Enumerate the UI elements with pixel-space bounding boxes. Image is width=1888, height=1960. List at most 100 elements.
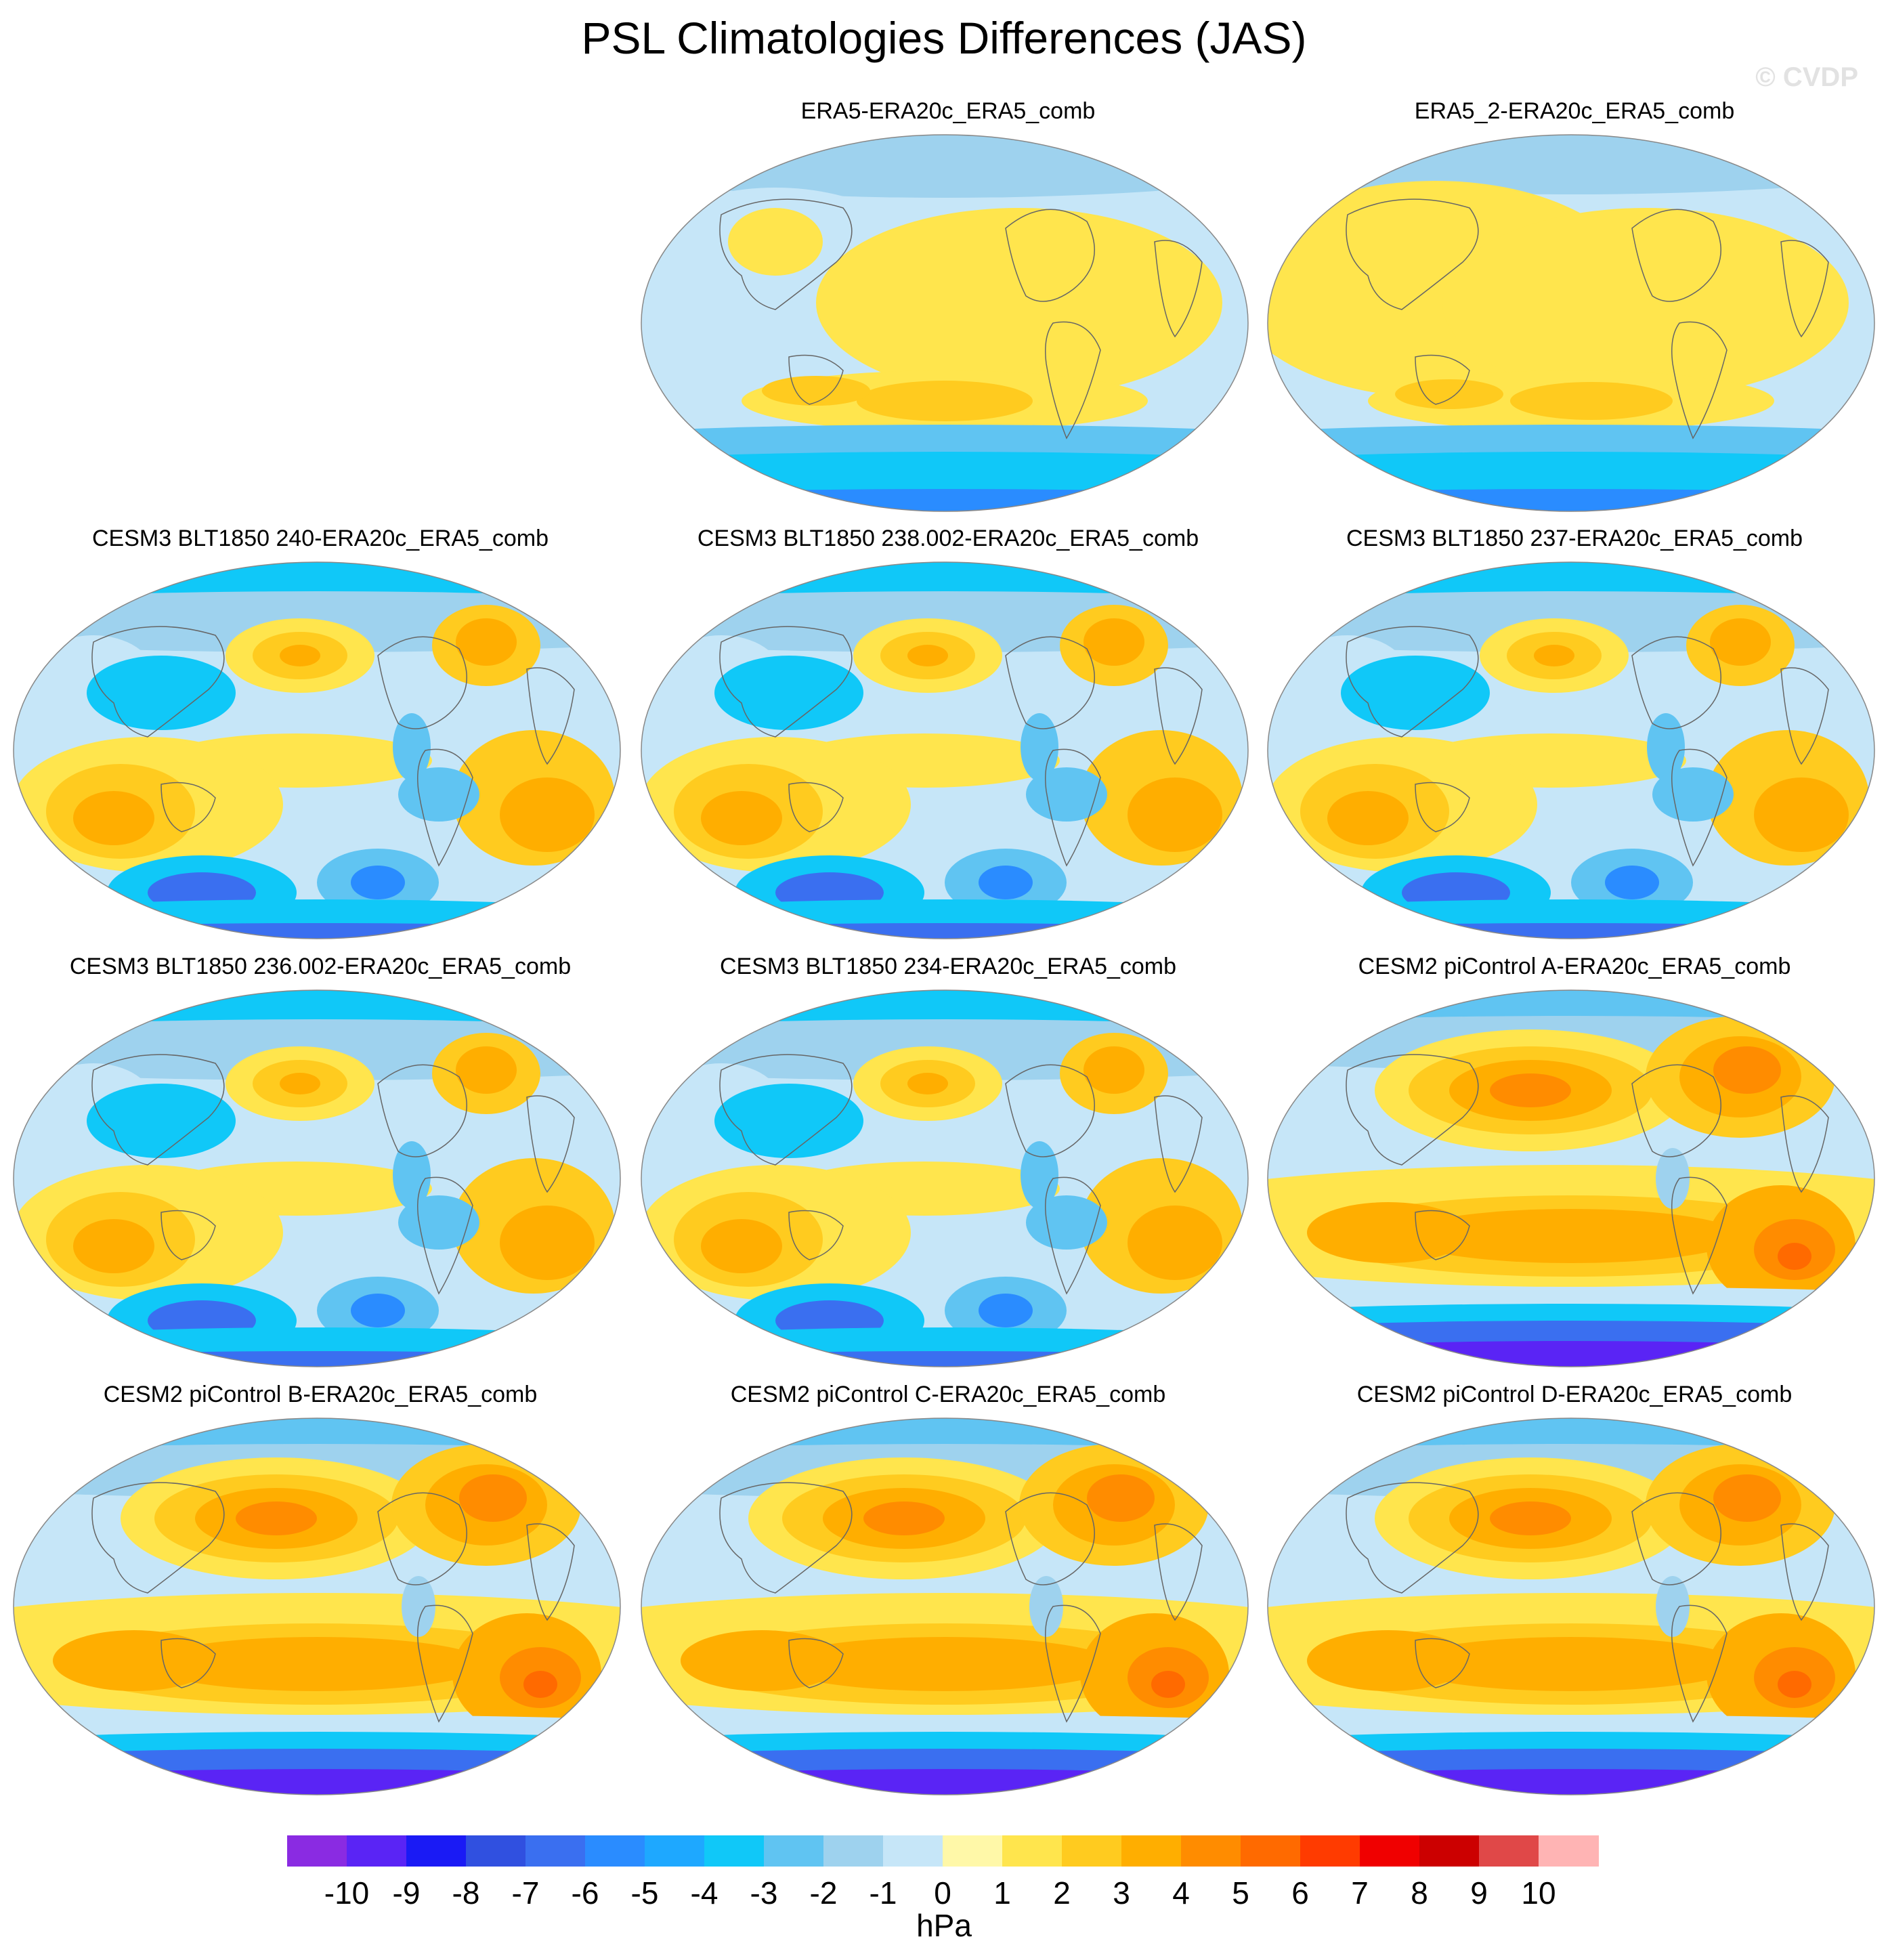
psl-contour-region bbox=[500, 1206, 595, 1280]
colorbar-segment bbox=[466, 1835, 526, 1867]
psl-contour-region bbox=[728, 208, 823, 276]
coastline bbox=[1780, 1095, 1829, 1193]
map-panel: CESM3 BLT1850 234-ERA20c_ERA5_comb bbox=[640, 954, 1256, 1387]
coastline bbox=[1045, 1604, 1101, 1723]
coastline bbox=[788, 1210, 844, 1260]
psl-contour-region bbox=[1490, 1501, 1571, 1535]
world-map-projection bbox=[641, 134, 1249, 512]
coastline bbox=[91, 1482, 225, 1594]
colorbar-segment bbox=[883, 1835, 943, 1867]
map-panel: CESM2 piControl A-ERA20c_ERA5_comb bbox=[1266, 954, 1883, 1387]
coastline bbox=[788, 1638, 844, 1688]
colorbar-segment bbox=[823, 1835, 884, 1867]
coastline bbox=[719, 1054, 853, 1166]
psl-contour-region bbox=[1026, 1195, 1107, 1250]
psl-contour-region bbox=[681, 1630, 843, 1691]
psl-contour-region bbox=[1268, 1769, 1874, 1795]
colorbar-segment bbox=[1539, 1835, 1599, 1867]
coastline bbox=[1415, 782, 1470, 832]
psl-contour-region bbox=[701, 1219, 782, 1273]
psl-contour-region bbox=[1307, 1630, 1469, 1691]
panel-title: CESM2 piControl B-ERA20c_ERA5_comb bbox=[103, 1382, 538, 1407]
colorbar-segment bbox=[645, 1835, 705, 1867]
psl-contour-region bbox=[762, 376, 870, 406]
psl-contour-region bbox=[1490, 1073, 1571, 1107]
colorbar-tick-label: 5 bbox=[1232, 1875, 1249, 1911]
psl-contour-region bbox=[1754, 777, 1849, 852]
psl-contour-region bbox=[280, 1073, 320, 1094]
psl-contour-region bbox=[14, 923, 620, 939]
psl-contour-region bbox=[979, 866, 1033, 899]
coastline bbox=[1415, 354, 1470, 405]
map-outline bbox=[13, 561, 621, 939]
coastline bbox=[1005, 1064, 1095, 1157]
coastline bbox=[1045, 321, 1101, 440]
coastline bbox=[377, 1492, 467, 1585]
psl-contour-region bbox=[351, 1294, 405, 1327]
panel-title: CESM3 BLT1850 237-ERA20c_ERA5_comb bbox=[1346, 526, 1803, 551]
map-panel: CESM3 BLT1850 240-ERA20c_ERA5_comb bbox=[12, 526, 628, 959]
psl-contour-region bbox=[1341, 656, 1490, 730]
map-panel: CESM3 BLT1850 238.002-ERA20c_ERA5_comb bbox=[640, 526, 1256, 959]
psl-contour-region bbox=[73, 1219, 154, 1273]
colorbar-tick-label: -1 bbox=[869, 1875, 897, 1911]
coastline bbox=[1346, 1054, 1479, 1166]
colorbar-tick-label: 3 bbox=[1113, 1875, 1130, 1911]
psl-contour-region bbox=[1021, 713, 1058, 781]
psl-contour-region bbox=[1327, 791, 1409, 845]
world-map-projection bbox=[641, 989, 1249, 1367]
coastline bbox=[526, 1523, 575, 1621]
coastline bbox=[1346, 1482, 1479, 1594]
coastline bbox=[1671, 748, 1728, 867]
colorbar-tick-label: -8 bbox=[452, 1875, 480, 1911]
colorbar-tick-label: 2 bbox=[1053, 1875, 1071, 1911]
map-outline bbox=[1267, 1418, 1875, 1795]
panel-title: CESM3 BLT1850 234-ERA20c_ERA5_comb bbox=[719, 954, 1177, 979]
psl-contour-region bbox=[73, 791, 154, 845]
colorbar-tick-label: 6 bbox=[1291, 1875, 1309, 1911]
psl-contour-region bbox=[641, 923, 1248, 939]
colorbar-tick-label: 10 bbox=[1521, 1875, 1556, 1911]
coastline bbox=[1631, 1492, 1721, 1585]
psl-contour-region bbox=[907, 1073, 948, 1094]
psl-contour-region bbox=[1021, 1141, 1058, 1209]
colorbar-segment bbox=[347, 1835, 407, 1867]
psl-contour-region bbox=[1268, 923, 1874, 939]
map-panel: CESM2 piControl D-ERA20c_ERA5_comb bbox=[1266, 1382, 1883, 1815]
coastline bbox=[1154, 1523, 1203, 1621]
colorbar-tick-label: 1 bbox=[993, 1875, 1011, 1911]
psl-contour-region bbox=[816, 208, 1222, 398]
coastline bbox=[719, 1482, 853, 1594]
psl-contour-region bbox=[863, 1501, 945, 1535]
cvdp-watermark: © CVDP bbox=[1755, 62, 1858, 92]
coastline bbox=[1780, 667, 1829, 765]
psl-contour-region bbox=[701, 791, 782, 845]
psl-contour-region bbox=[14, 1351, 620, 1367]
map-outline bbox=[1267, 989, 1875, 1367]
psl-contour-region bbox=[1268, 489, 1874, 511]
psl-contour-region bbox=[1128, 777, 1222, 852]
psl-contour-region bbox=[1395, 379, 1503, 409]
psl-contour-region bbox=[1268, 1341, 1874, 1367]
map-outline bbox=[641, 561, 1249, 939]
colorbar-segment bbox=[287, 1835, 347, 1867]
coastline bbox=[1346, 626, 1479, 738]
colorbar-tick-label: -3 bbox=[750, 1875, 778, 1911]
coastline bbox=[1415, 1638, 1470, 1688]
psl-contour-region bbox=[1605, 866, 1659, 899]
psl-contour-region bbox=[1442, 208, 1849, 398]
coastline bbox=[1045, 748, 1101, 867]
colorbar-tick-label: 7 bbox=[1351, 1875, 1369, 1911]
colorbar-segment bbox=[1121, 1835, 1182, 1867]
psl-contour-region bbox=[1268, 135, 1874, 194]
psl-contour-region bbox=[641, 135, 1248, 198]
psl-contour-region bbox=[402, 1576, 435, 1637]
panel-title: CESM3 BLT1850 236.002-ERA20c_ERA5_comb bbox=[69, 954, 572, 979]
coastline bbox=[1631, 636, 1721, 729]
psl-contour-region bbox=[775, 1637, 1114, 1691]
colorbar-tick-label: -9 bbox=[392, 1875, 421, 1911]
world-map-projection bbox=[1267, 1418, 1875, 1795]
psl-contour-region bbox=[351, 866, 405, 899]
psl-contour-region bbox=[280, 645, 320, 666]
psl-contour-region bbox=[1402, 1637, 1740, 1691]
